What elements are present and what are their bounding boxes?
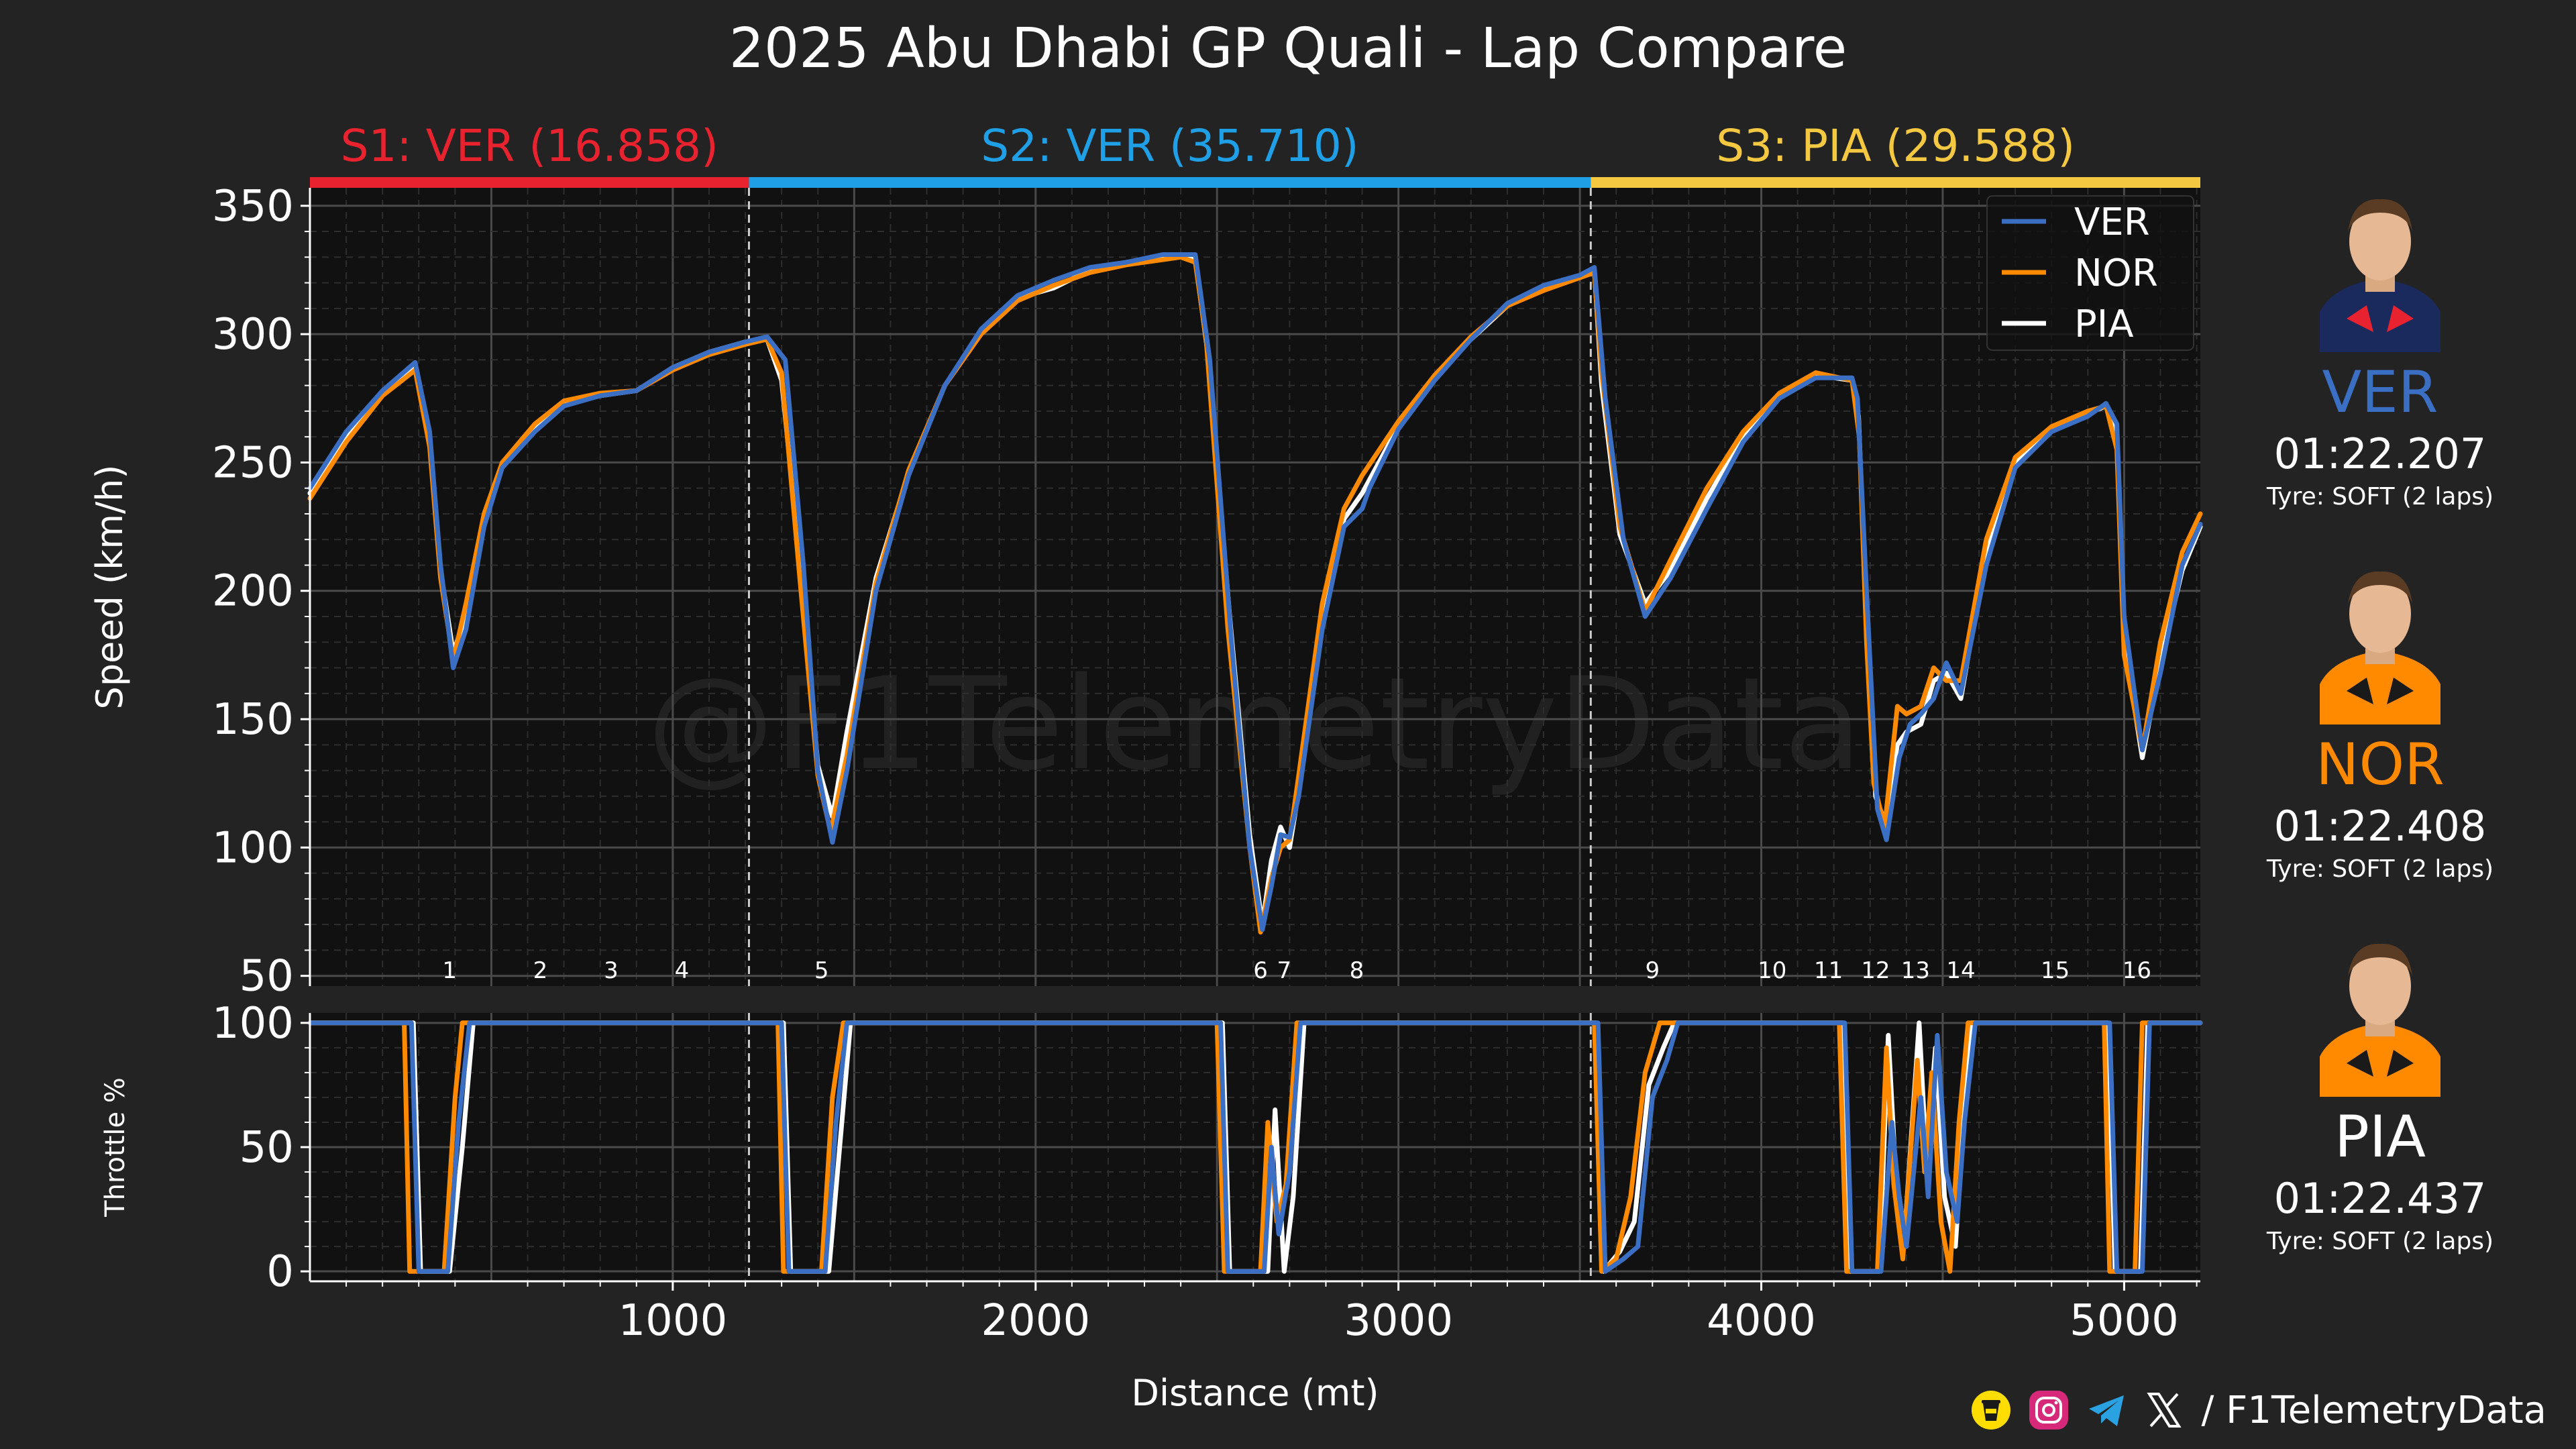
throttle-traces [307,1020,2203,1274]
sector-label-2: S2: VER (35.710) [981,120,1358,172]
driver-photo-pia [2320,943,2440,1097]
corner-label: 16 [2123,957,2151,984]
corner-label: 2 [533,957,548,984]
corner-label: 4 [675,957,690,984]
sector-label-1: S1: VER (16.858) [341,120,718,172]
legend-box [1986,195,2194,351]
speed-line-ver [307,252,2203,932]
chart-title: 2025 Abu Dhabi GP Quali - Lap Compare [729,17,1847,80]
driver-tyre-ver: Tyre: SOFT (2 laps) [2266,483,2494,511]
driver-photo-ver [2320,199,2440,352]
throttle-ytick-label: 100 [212,999,294,1049]
corner-label: 1 [442,957,457,984]
speed-ytick-label: 300 [212,310,294,360]
speed-ytick-label: 150 [212,695,294,745]
driver-laptime-pia: 01:22.437 [2273,1174,2487,1223]
speed-ytick-label: 50 [239,952,294,1002]
sector-bar-2 [749,177,1591,188]
corner-label: 6 [1253,957,1268,984]
footer-handle[interactable]: / F1TelemetryData [2201,1388,2547,1432]
telegram-icon[interactable] [2086,1390,2127,1430]
x-tick-label: 2000 [981,1296,1090,1346]
x-tick-label: 3000 [1344,1296,1453,1346]
speed-plot-area [310,188,2200,986]
throttle-y-label: Throttle % [100,1077,131,1218]
corner-labels: 1 2 3 4 5 6 7 8 9 10 11 12 13 14 15 16 [442,957,2151,984]
corner-label: 15 [2041,957,2070,984]
legend-label-ver: VER [2074,201,2150,244]
speed-ytick-label: 200 [212,567,294,616]
corner-label: 7 [1277,957,1291,984]
x-tick-label: 1000 [618,1296,727,1346]
driver-card-ver: VER 01:22.207 Tyre: SOFT (2 laps) [2239,178,2521,513]
x-tick-label: 4000 [1707,1296,1816,1346]
speed-ytick-label: 250 [212,438,294,488]
driver-code-ver: VER [2322,359,2438,426]
speed-ytick-label: 350 [212,182,294,231]
x-tick-label: 5000 [2070,1296,2179,1346]
corner-label: 14 [1946,957,1975,984]
throttle-line-nor [307,1020,2203,1274]
corner-label: 13 [1901,957,1930,984]
corner-label: 11 [1814,957,1843,984]
speed-y-label: Speed (km/h) [89,465,131,710]
corner-label: 5 [814,957,829,984]
legend-label-pia: PIA [2074,303,2134,346]
footer: / F1TelemetryData [1971,1386,2547,1434]
speed-ytick-label: 100 [212,823,294,873]
corner-label: 8 [1350,957,1364,984]
driver-tyre-nor: Tyre: SOFT (2 laps) [2266,855,2494,883]
throttle-ytick-label: 0 [266,1247,294,1297]
driver-code-nor: NOR [2316,731,2445,798]
corner-label: 9 [1645,957,1660,984]
x-axis-label: Distance (mt) [1131,1372,1379,1414]
legend-label-nor: NOR [2074,252,2158,295]
speed-grid [310,188,2200,986]
driver-laptime-ver: 01:22.207 [2273,429,2487,478]
sector-bars: S1: VER (16.858) S2: VER (35.710) S3: PIA … [310,120,2200,1281]
driver-card-nor: NOR 01:22.408 Tyre: SOFT (2 laps) [2239,550,2521,885]
sector-bar-1 [310,177,749,188]
driver-tyre-pia: Tyre: SOFT (2 laps) [2266,1228,2494,1255]
driver-card-pia: PIA 01:22.437 Tyre: SOFT (2 laps) [2239,922,2521,1258]
throttle-line-ver [307,1020,2203,1274]
x-icon[interactable] [2144,1390,2184,1430]
sector-label-3: S3: PIA (29.588) [1716,120,2075,172]
legend: VER NOR PIA [1986,195,2194,351]
throttle-ytick-label: 50 [239,1123,294,1173]
corner-label: 3 [604,957,619,984]
speed-traces [307,252,2203,935]
driver-laptime-nor: 01:22.408 [2273,802,2487,851]
sector-bar-3 [1591,177,2200,188]
driver-photo-nor [2320,571,2440,724]
buymeacoffee-icon[interactable] [1971,1390,2011,1430]
driver-code-pia: PIA [2334,1104,2426,1171]
corner-label: 12 [1861,957,1890,984]
instagram-icon[interactable] [2029,1390,2069,1430]
watermark: @F1TelemetryData [647,650,1862,798]
corner-label: 10 [1758,957,1786,984]
